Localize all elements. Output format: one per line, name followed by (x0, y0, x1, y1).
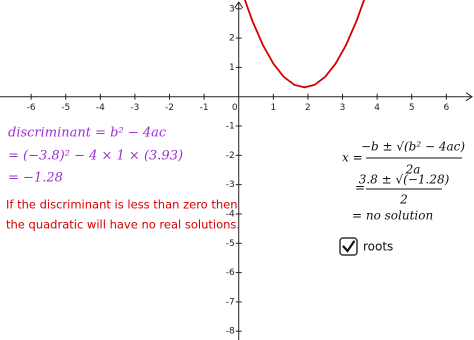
y-tick-label: 1 (229, 63, 235, 73)
curve (243, 0, 365, 89)
y-tick-label: 2 (229, 34, 235, 44)
x-tick-label: -6 (27, 103, 36, 113)
y-tick-label: -6 (226, 268, 235, 278)
x-tick-label: -2 (165, 103, 174, 113)
x-tick-label: 5 (409, 103, 415, 113)
formula-eq: = (355, 181, 365, 195)
formula-denominator: 2 (399, 193, 408, 207)
checkbox[interactable] (339, 237, 358, 256)
y-axis-arrow (234, 1, 244, 9)
note-line: If the discriminant is less than zero th… (6, 198, 238, 212)
x-tick-label: -3 (130, 103, 139, 113)
formula-denominator: 2a (405, 163, 421, 177)
formula-lhs: x = (342, 151, 363, 165)
note-line: the quadratic will have no real solution… (6, 218, 240, 232)
discriminant-line: = (−3.8)² − 4 × 1 × (3.93) (8, 149, 183, 164)
formula-result: = no solution (352, 209, 433, 223)
x-tick-label: 2 (305, 103, 311, 113)
y-tick-label: -3 (226, 180, 235, 190)
x-tick-label: 6 (443, 103, 449, 113)
discriminant-line: = −1.28 (8, 171, 63, 186)
x-tick-label: -1 (200, 103, 209, 113)
checkmark (342, 240, 356, 253)
checkbox-label[interactable]: roots (363, 240, 393, 254)
discriminant-line: discriminant = b² − 4ac (8, 126, 167, 141)
formula-numerator: 3.8 ± √(−1.28) (359, 173, 450, 187)
y-tick-label: -8 (226, 327, 235, 337)
x-tick-label: -5 (61, 103, 70, 113)
formula-numerator: −b ± √(b² − 4ac) (361, 140, 465, 154)
x-tick-label: 1 (270, 103, 276, 113)
x-tick-label: 0 (232, 103, 238, 113)
y-tick-label: -4 (226, 209, 235, 219)
x-axis-arrow (465, 92, 473, 102)
x-tick-label: -4 (96, 103, 105, 113)
y-tick-label: -7 (226, 297, 235, 307)
x-tick-label: 3 (340, 103, 346, 113)
y-tick-label: 3 (229, 4, 235, 14)
y-tick-label: -5 (226, 239, 235, 249)
y-tick-label: -1 (226, 122, 235, 132)
x-tick-label: 4 (374, 103, 380, 113)
y-tick-label: -2 (226, 151, 235, 161)
